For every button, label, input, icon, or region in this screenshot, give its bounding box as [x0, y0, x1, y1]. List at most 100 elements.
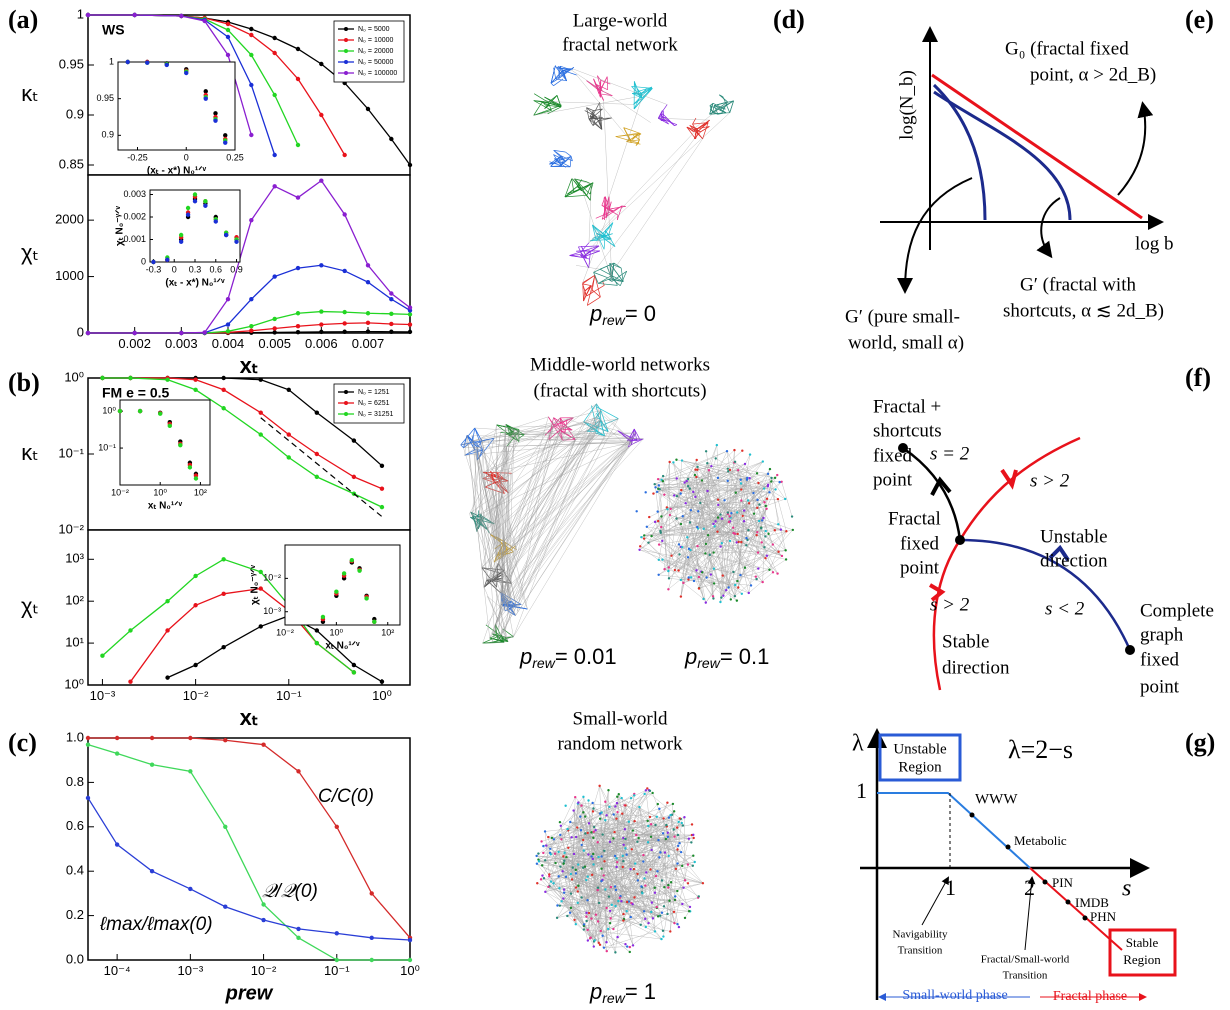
data-point [272, 330, 276, 334]
data-point [223, 140, 227, 144]
data-point [370, 958, 374, 962]
network-node [665, 824, 667, 826]
network-node [757, 567, 759, 569]
axis-label: log b [1135, 233, 1174, 254]
data-point [296, 769, 300, 773]
network-node [680, 595, 682, 597]
network-node [684, 879, 686, 881]
network-node [646, 820, 648, 822]
network-node [541, 874, 543, 876]
label: Region [898, 759, 942, 775]
network-node [680, 523, 682, 525]
network-node [647, 825, 649, 827]
series-label: ℓmax/ℓmax(0) [99, 914, 213, 935]
network-edge [608, 139, 702, 278]
legend-marker [344, 390, 348, 394]
network-node [594, 829, 596, 831]
network-node [538, 860, 540, 862]
network-node [696, 545, 698, 547]
network-node [762, 517, 764, 519]
legend-marker [344, 71, 348, 75]
network-node [753, 512, 755, 514]
network-node [785, 558, 787, 560]
data-point [380, 505, 384, 509]
network-node [608, 895, 610, 897]
tick-label: 2 [1024, 875, 1035, 900]
label: s > 2 [1030, 470, 1070, 491]
network-edge [482, 441, 507, 446]
network-node [583, 928, 585, 930]
y-tick-label: 10⁰ [64, 676, 84, 691]
network-node [755, 534, 757, 536]
network-title: random network [557, 733, 683, 754]
data-point [389, 322, 393, 326]
network-node [709, 554, 711, 556]
network-node [658, 484, 660, 486]
network-node [758, 503, 760, 505]
legend-marker [344, 401, 348, 405]
data-point [315, 475, 319, 479]
network-node [577, 885, 579, 887]
data-point [296, 47, 300, 51]
y-tick-label: 10⁻³ [263, 606, 281, 616]
data-point [287, 432, 291, 436]
network-node [606, 950, 608, 952]
label: Unstable [1040, 526, 1108, 547]
diagram-f: Fractal + shortcuts fixed point s = 2 s … [873, 396, 1214, 697]
data-point [249, 218, 253, 222]
network-node [684, 917, 686, 919]
network-node [663, 493, 665, 495]
network-node [674, 899, 676, 901]
network-edge [570, 156, 571, 166]
network-node [705, 576, 707, 578]
data-point [315, 452, 319, 456]
x-tick-label: 0 [172, 264, 177, 274]
network-node [655, 875, 657, 877]
network-node [695, 569, 697, 571]
network-node [604, 819, 606, 821]
network-node [615, 889, 617, 891]
network-title: Small-world [573, 708, 668, 729]
network-node [592, 858, 594, 860]
network-node [729, 540, 731, 542]
network-node [615, 817, 617, 819]
data-point [165, 258, 169, 262]
network-node [780, 528, 782, 530]
network-node [677, 821, 679, 823]
network-node [776, 474, 778, 476]
y-tick-label: 0.85 [59, 156, 84, 171]
network-node [586, 929, 588, 931]
tick-label: 1 [945, 875, 956, 900]
panel-label: (c) [8, 728, 37, 757]
network-node [622, 844, 624, 846]
y-tick-label: 10¹ [65, 635, 84, 650]
data-point [261, 902, 265, 906]
x-tick-label: 0.006 [305, 336, 338, 351]
network-node [785, 530, 787, 532]
y-tick-label: 0.6 [66, 818, 84, 833]
network-node [734, 584, 736, 586]
data-point [296, 330, 300, 334]
data-point [259, 624, 263, 628]
legend-marker [344, 27, 348, 31]
network-node [684, 502, 686, 504]
network-node [763, 487, 765, 489]
network-node [767, 473, 769, 475]
network-node [736, 599, 738, 601]
network-node [749, 453, 751, 455]
network-node [772, 571, 774, 573]
data-point [150, 869, 154, 873]
network-node [628, 821, 630, 823]
y-tick-label: 1.0 [66, 729, 84, 744]
network-node [592, 863, 594, 865]
network-node [562, 863, 564, 865]
data-point [372, 620, 376, 624]
network-node [687, 556, 689, 558]
network-node [774, 529, 776, 531]
data-point [408, 958, 412, 962]
network-node [741, 450, 743, 452]
network-node [681, 546, 683, 548]
data-point [366, 329, 370, 333]
y-axis-label: χₜ [21, 593, 39, 618]
data-point [335, 825, 339, 829]
